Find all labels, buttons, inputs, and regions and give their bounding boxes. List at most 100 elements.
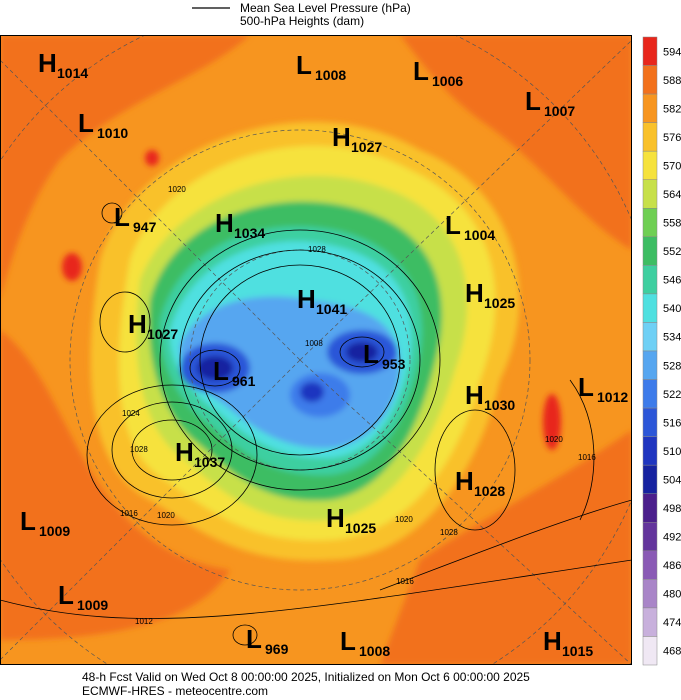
colorbar-label: 540 — [663, 303, 681, 315]
colorbar-segment — [642, 550, 658, 580]
colorbar-segment — [642, 36, 658, 66]
center-letter: L — [296, 50, 312, 80]
colorbar-label: 546 — [663, 275, 681, 287]
colorbar-segment — [642, 293, 658, 323]
center-letter: L — [246, 624, 262, 654]
colorbar-segment — [642, 636, 658, 666]
center-letter: H — [128, 309, 147, 339]
contour-label: 1016 — [578, 453, 596, 462]
isobars — [0, 202, 632, 646]
colorbar-segment — [642, 93, 658, 123]
center-letter: H — [297, 284, 316, 314]
center-pressure: 1009 — [39, 523, 70, 539]
colorbar-label: 588 — [663, 75, 681, 87]
center-pressure: 1007 — [544, 103, 575, 119]
contour-label: 1016 — [396, 577, 414, 586]
colorbar-label: 516 — [663, 417, 681, 429]
center-letter: L — [114, 202, 130, 232]
center-letter: L — [58, 580, 74, 610]
center-letter: H — [465, 380, 484, 410]
center-pressure: 1028 — [474, 483, 505, 499]
colorbar-segment — [642, 522, 658, 552]
colorbar-label: 528 — [663, 360, 681, 372]
contour-label: 1024 — [122, 409, 140, 418]
colorbar-segment — [642, 464, 658, 494]
colorbar-segment — [642, 208, 658, 238]
center-pressure: 1008 — [359, 643, 390, 659]
colorbar-segment — [642, 607, 658, 637]
center-letter: L — [78, 108, 94, 138]
colorbar-label: 534 — [663, 332, 681, 344]
colorbar-label: 594 — [663, 46, 681, 58]
colorbar-segment — [642, 493, 658, 523]
colorbar-segment — [642, 579, 658, 609]
center-letter: H — [332, 122, 351, 152]
colorbar-label: 582 — [663, 103, 681, 115]
colorbar-label: 552 — [663, 246, 681, 258]
footer-text: 48-h Fcst Valid on Wed Oct 8 00:00:00 20… — [82, 670, 530, 684]
center-pressure: 1010 — [97, 125, 128, 141]
colorbar-label: 570 — [663, 160, 681, 172]
center-letter: H — [215, 208, 234, 238]
colorbar-segment — [642, 350, 658, 380]
colorbar-label: 558 — [663, 218, 681, 230]
graticule — [0, 35, 632, 665]
colorbar-label: 576 — [663, 132, 681, 144]
center-pressure: 1025 — [345, 520, 376, 536]
center-letter: L — [445, 210, 461, 240]
center-pressure: 953 — [382, 356, 406, 372]
colorbar-segment — [642, 122, 658, 152]
colorbar-label: 468 — [663, 646, 681, 658]
center-pressure: 1025 — [484, 295, 515, 311]
colorbar-label: 564 — [663, 189, 681, 201]
height-field — [0, 35, 632, 665]
center-pressure: 1034 — [234, 225, 265, 241]
colorbar-label: 492 — [663, 532, 681, 544]
colorbar-label: 474 — [663, 617, 681, 629]
center-letter: L — [363, 339, 379, 369]
legend-text: Mean Sea Level Pressure (hPa) — [240, 1, 411, 15]
contour-label: 1020 — [545, 435, 563, 444]
map-frame — [0, 35, 632, 665]
center-pressure: 1014 — [57, 65, 88, 81]
center-letter: L — [340, 626, 356, 656]
colorbar-segment — [642, 379, 658, 409]
center-pressure: 1008 — [315, 67, 346, 83]
center-pressure: 961 — [232, 373, 256, 389]
center-pressure: 1006 — [432, 73, 463, 89]
center-letter: L — [20, 506, 36, 536]
contour-label: 1008 — [305, 339, 323, 348]
center-letter: H — [175, 437, 194, 467]
center-pressure: 969 — [265, 641, 289, 657]
center-letter: H — [326, 503, 345, 533]
center-pressure: 1041 — [316, 301, 347, 317]
center-letter: L — [525, 86, 541, 116]
colorbar-label: 498 — [663, 503, 681, 515]
center-pressure: 1037 — [194, 454, 225, 470]
colorbar-segment — [642, 322, 658, 352]
contour-label: 1020 — [157, 511, 175, 520]
center-pressure: 1009 — [77, 597, 108, 613]
colorbar-label: 486 — [663, 560, 681, 572]
colorbar-label: 504 — [663, 474, 681, 486]
contour-label: 1020 — [395, 515, 413, 524]
center-pressure: 1027 — [351, 139, 382, 155]
contour-label: 1012 — [135, 617, 153, 626]
footer-text: ECMWF-HRES - meteocentre.com — [82, 684, 268, 698]
center-pressure: 1015 — [562, 643, 593, 659]
contour-label: 1016 — [120, 509, 138, 518]
center-pressure: 1012 — [597, 389, 628, 405]
colorbar-label: 480 — [663, 589, 681, 601]
center-pressure: 1027 — [147, 326, 178, 342]
colorbar-segment — [642, 407, 658, 437]
center-letter: H — [465, 278, 484, 308]
center-pressure: 947 — [133, 219, 157, 235]
contour-label: 1028 — [308, 245, 326, 254]
colorbar-label: 522 — [663, 389, 681, 401]
contour-label: 1028 — [440, 528, 458, 537]
center-pressure: 1030 — [484, 397, 515, 413]
